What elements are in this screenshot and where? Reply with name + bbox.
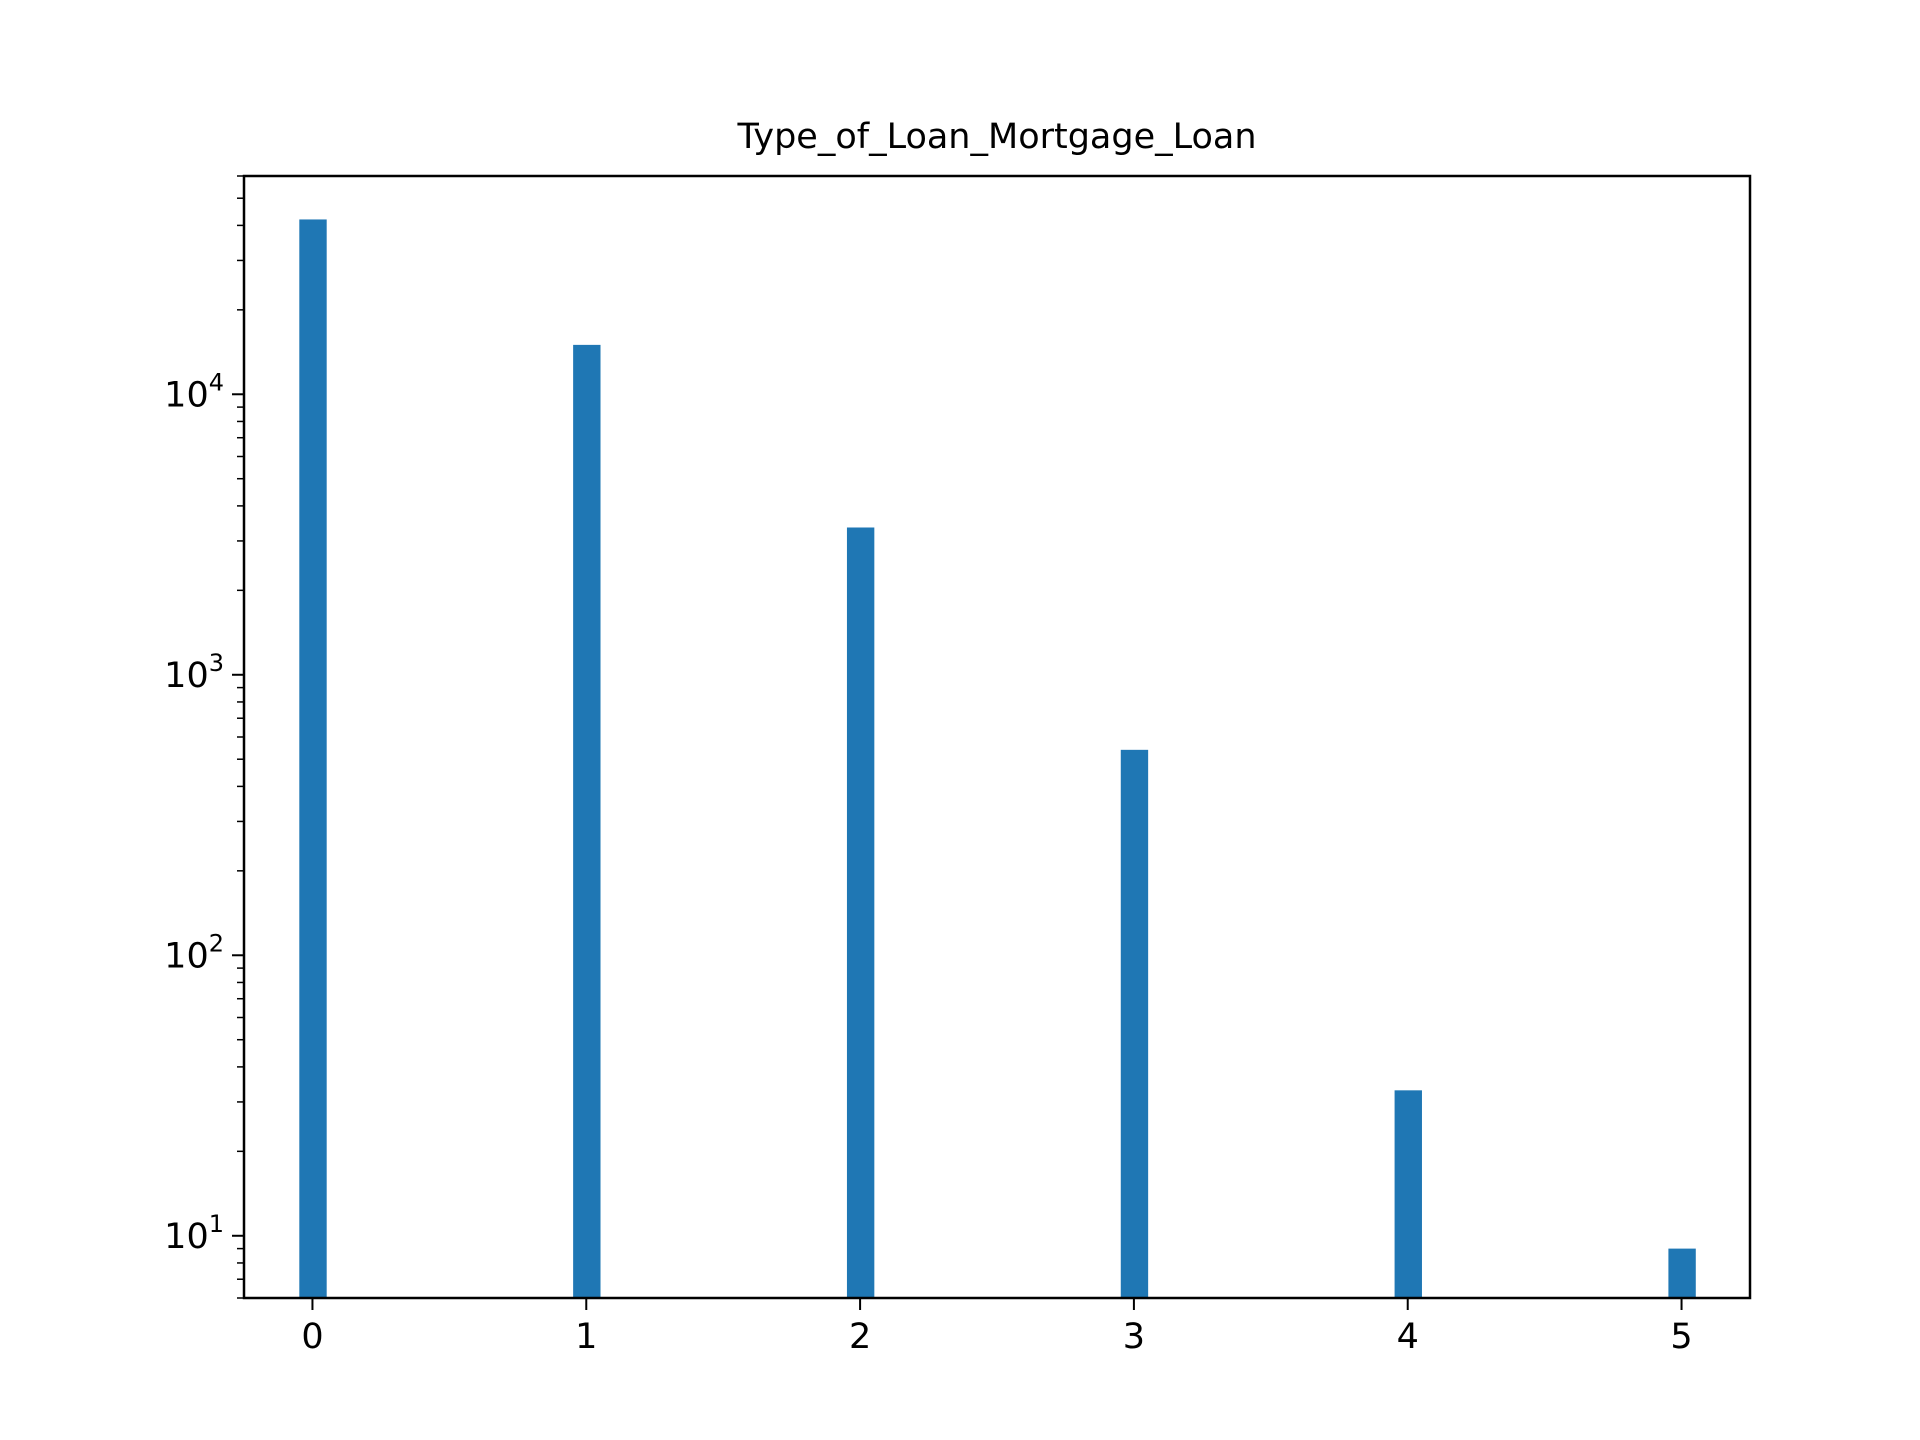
x-tick-label-5: 5 (1670, 1317, 1692, 1357)
bar-2 (846, 527, 875, 1298)
y-tick-label-100: 102 (164, 929, 224, 976)
chart-title: Type_of_Loan_Mortgage_Loan (736, 117, 1256, 157)
y-tick-label-1000: 103 (164, 649, 224, 696)
x-tick-label-3: 3 (1123, 1317, 1145, 1357)
bar-1 (573, 344, 601, 1299)
x-axis-ticks: 0 1 2 3 4 5 (301, 1298, 1693, 1357)
bar-4 (1394, 1090, 1422, 1298)
bar-0 (299, 219, 327, 1299)
y-axis-ticks: 101 102 103 104 (164, 368, 244, 1257)
plot-frame (242, 174, 1752, 1300)
bar-5 (1668, 1248, 1696, 1298)
x-tick-label-1: 1 (575, 1317, 597, 1357)
y-tick-label-10000: 104 (164, 368, 224, 415)
x-tick-label-2: 2 (849, 1317, 871, 1357)
bars (299, 219, 1696, 1299)
y-tick-label-10: 101 (164, 1210, 224, 1257)
bar-3 (1120, 749, 1149, 1298)
x-tick-label-4: 4 (1397, 1317, 1419, 1357)
x-tick-label-0: 0 (301, 1317, 323, 1357)
